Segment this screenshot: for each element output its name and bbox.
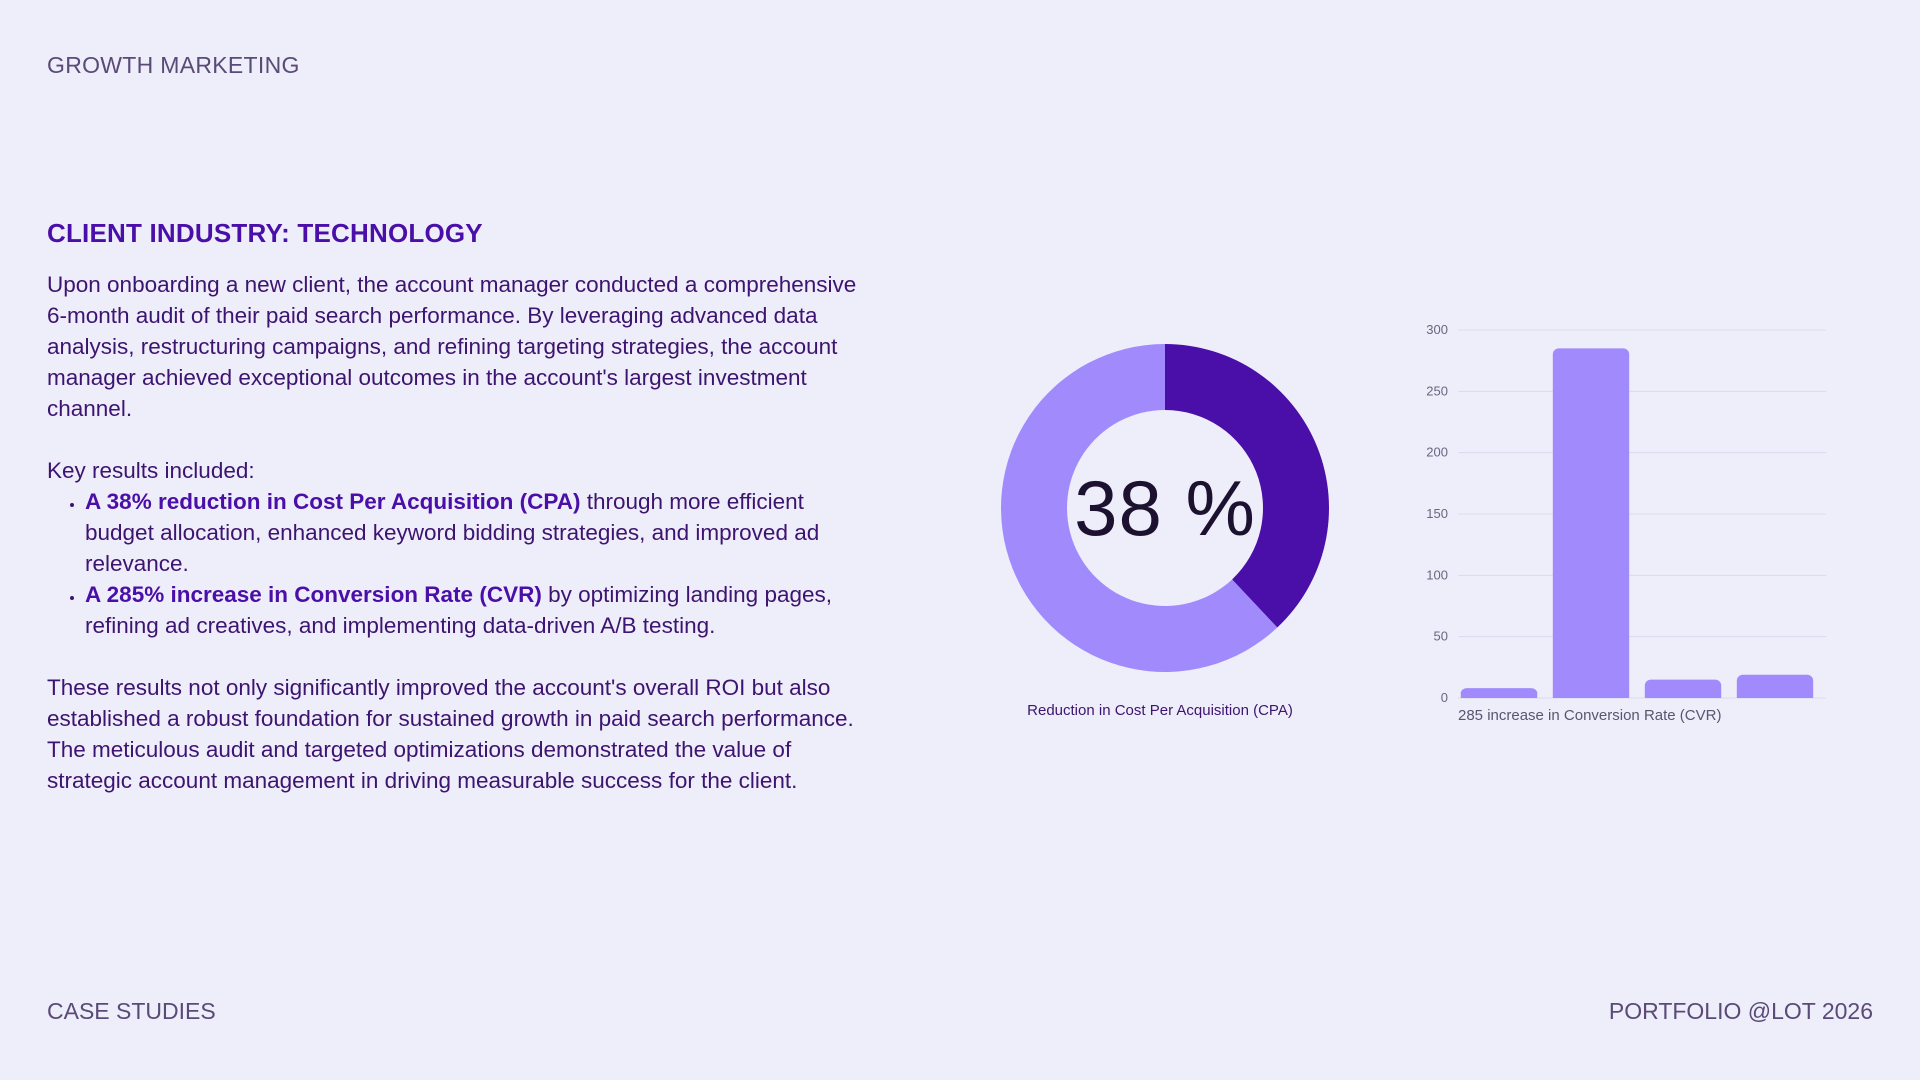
section-label: GROWTH MARKETING — [47, 52, 300, 78]
footer-right: PORTFOLIO @LOT 2026 — [1608, 998, 1873, 1024]
y-tick-label: 0 — [1441, 690, 1448, 705]
page-title: CLIENT INDUSTRY: TECHNOLOGY — [47, 218, 483, 248]
result-detail: by optimizing landing pages, refining ad… — [85, 582, 832, 638]
conclusion-paragraph: These results not only significantly imp… — [47, 675, 854, 793]
bar-base — [1552, 692, 1630, 698]
case-study-text: CLIENT INDUSTRY: TECHNOLOGY Upon onboard… — [47, 218, 867, 796]
bar-base — [1460, 692, 1538, 698]
donut-slice-1 — [1165, 344, 1329, 628]
result-detail: through more efficient budget allocation… — [85, 489, 820, 576]
result-highlight: A 38% reduction in Cost Per Acquisition … — [85, 489, 581, 514]
donut-chart: 38 % — [990, 333, 1340, 683]
donut-svg — [1000, 344, 1329, 672]
y-tick-label: 300 — [1426, 322, 1448, 337]
footer-left: CASE STUDIES — [47, 998, 216, 1024]
result-highlight: A 285% increase in Conversion Rate (CVR) — [85, 582, 542, 607]
intro-paragraph: Upon onboarding a new client, the accoun… — [47, 272, 857, 421]
y-tick-label: 100 — [1426, 567, 1448, 582]
list-item: A 285% increase in Conversion Rate (CVR)… — [85, 579, 867, 641]
bar — [1552, 348, 1630, 698]
donut-slice-2 — [1000, 344, 1278, 672]
key-results-label: Key results included: — [47, 458, 255, 483]
x-axis-label: 285 increase in Conversion Rate (CVR) — [1458, 707, 1721, 724]
y-tick-label: 50 — [1434, 629, 1448, 644]
y-tick-label: 150 — [1426, 506, 1448, 521]
bar-base — [1736, 692, 1814, 698]
donut-center-label: 38 % — [1074, 463, 1256, 552]
y-tick-label: 200 — [1426, 445, 1448, 460]
y-tick-label: 250 — [1426, 383, 1448, 398]
bar-chart: 0 50 100 150 200 250 300 285 increase in Conver… — [1426, 322, 1826, 724]
bar-base — [1644, 692, 1722, 698]
donut-caption: Reduction in Cost Per Acquisition (CPA) — [1027, 702, 1293, 719]
list-item: A 38% reduction in Cost Per Acquisition … — [85, 486, 867, 579]
results-list: A 38% reduction in Cost Per Acquisition … — [47, 486, 867, 641]
